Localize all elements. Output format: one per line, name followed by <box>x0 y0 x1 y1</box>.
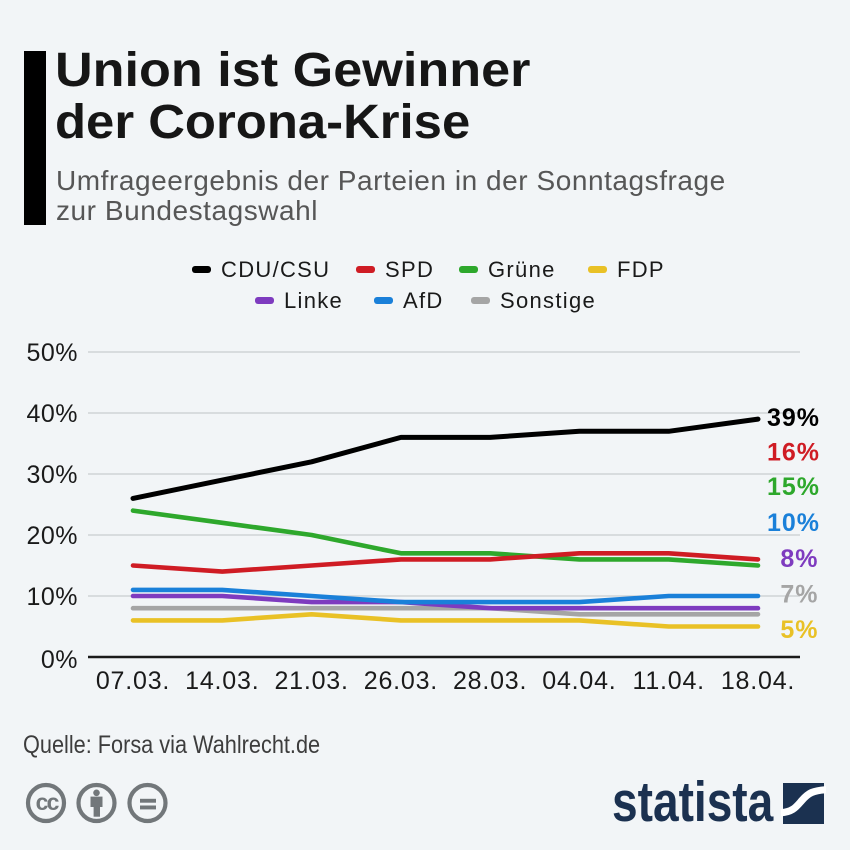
svg-text:40%: 40% <box>26 400 78 428</box>
svg-text:10%: 10% <box>26 583 78 611</box>
svg-text:16%: 16% <box>767 439 820 467</box>
svg-text:20%: 20% <box>26 522 78 550</box>
svg-text:10%: 10% <box>767 509 820 537</box>
svg-text:26.03.: 26.03. <box>364 667 438 695</box>
svg-text:7%: 7% <box>780 581 818 609</box>
svg-text:14.03.: 14.03. <box>185 667 259 695</box>
svg-text:07.03.: 07.03. <box>96 667 170 695</box>
svg-text:15%: 15% <box>767 473 820 501</box>
svg-text:8%: 8% <box>780 545 818 573</box>
svg-text:5%: 5% <box>780 616 818 644</box>
svg-text:cc: cc <box>36 789 60 815</box>
svg-text:18.04.: 18.04. <box>721 667 795 695</box>
svg-text:21.03.: 21.03. <box>274 667 348 695</box>
svg-text:0%: 0% <box>41 646 78 674</box>
svg-text:11.04.: 11.04. <box>632 667 704 695</box>
svg-text:04.04.: 04.04. <box>542 667 616 695</box>
svg-text:30%: 30% <box>26 461 78 489</box>
svg-text:39%: 39% <box>767 404 820 432</box>
svg-text:28.03.: 28.03. <box>453 667 527 695</box>
svg-text:50%: 50% <box>26 339 78 367</box>
